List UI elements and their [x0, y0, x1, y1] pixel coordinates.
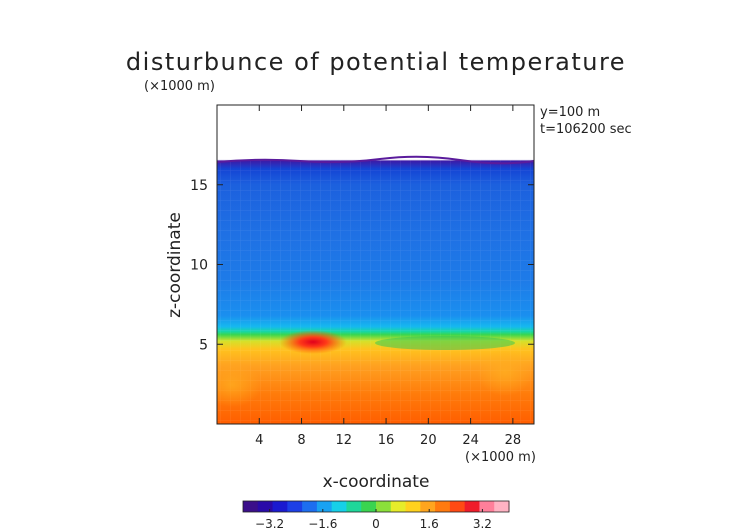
annotation-y: y=100 m [540, 105, 600, 120]
z-scale-note: (×1000 m) [144, 79, 215, 94]
colorbar-swatch [479, 501, 495, 512]
chart-title: disturbunce of potential temperature [126, 48, 626, 76]
colorbar-swatch [420, 501, 436, 512]
colorbar-ticks: −3.2 −1.6 0 1.6 3.2 [255, 509, 492, 531]
colorbar-swatch [435, 501, 451, 512]
colorbar-swatch [331, 501, 348, 512]
colorbar [242, 500, 510, 513]
colorbar-swatch [464, 501, 481, 512]
colorbar-swatch [449, 501, 466, 512]
x-axis-label: x-coordinate [323, 472, 430, 492]
green-band-patch [375, 336, 515, 350]
colorbar-swatch [316, 501, 333, 512]
x-tick-label: 4 [255, 433, 263, 448]
colorbar-tick-label: 3.2 [473, 517, 492, 531]
colorbar-swatch [361, 501, 377, 512]
y-tick-label: 15 [190, 178, 208, 194]
colorbar-swatch [302, 501, 318, 512]
colorbar-swatch [494, 501, 510, 512]
colorbar-tick-label: 0 [372, 517, 380, 531]
colorbar-swatch [257, 501, 274, 512]
cloud-top-edge [217, 155, 534, 165]
warm-patch-right [477, 348, 533, 396]
annotation-time: t=106200 sec [540, 122, 632, 137]
colorbar-swatch [346, 501, 362, 512]
colorbar-tick-label: −3.2 [255, 517, 284, 531]
x-unit-label: (×1000 m) [465, 450, 536, 465]
y-tick-label: 10 [190, 258, 208, 274]
y-axis-ticks: 5 10 15 [190, 178, 534, 353]
x-tick-label: 28 [505, 433, 522, 448]
y-axis-label: z-coordinate [165, 212, 185, 318]
x-axis-ticks: 4 8 12 16 20 24 28 [255, 105, 521, 448]
x-tick-label: 24 [462, 433, 479, 448]
colorbar-swatch [405, 501, 421, 512]
colorbar-swatch [390, 501, 407, 512]
colorbar-swatch [376, 501, 392, 512]
x-tick-label: 16 [378, 433, 395, 448]
warm-anomaly [279, 330, 347, 354]
y-tick-label: 5 [199, 337, 208, 353]
colorbar-tick-label: −1.6 [308, 517, 337, 531]
colorbar-swatch [272, 501, 288, 512]
warm-patch-left [217, 363, 262, 407]
x-tick-label: 20 [420, 433, 437, 448]
x-tick-label: 12 [336, 433, 353, 448]
colorbar-tick-label: 1.6 [420, 517, 439, 531]
x-tick-label: 8 [297, 433, 305, 448]
colorbar-swatch [243, 501, 259, 512]
colorbar-swatch [287, 501, 303, 512]
